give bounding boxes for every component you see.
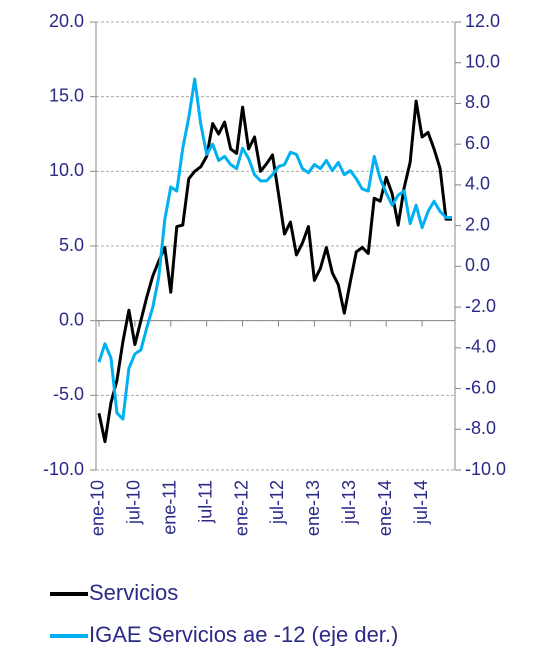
x-tick-label: ene-12 [231,480,251,536]
x-tick-label: jul-13 [339,480,359,525]
y2-tick-label: -8.0 [465,418,496,438]
y-tick-label: 20.0 [49,11,84,31]
x-tick-label: jul-10 [124,480,144,525]
y2-tick-label: 8.0 [465,92,490,112]
x-tick-label: ene-14 [375,480,395,536]
x-tick-label: jul-12 [267,480,287,525]
x-tick-label: jul-11 [195,480,215,524]
y2-tick-label: -10.0 [465,459,506,479]
y2-tick-label: -2.0 [465,296,496,316]
y-tick-label: 0.0 [59,309,84,329]
y2-tick-label: 6.0 [465,133,490,153]
y2-tick-label: -6.0 [465,377,496,397]
y-tick-label: 5.0 [59,235,84,255]
x-tick-label: jul-14 [411,480,431,525]
y-tick-label: -5.0 [53,384,84,404]
y-tick-label: 10.0 [49,160,84,180]
y2-tick-label: 0.0 [465,255,490,275]
x-tick-label: ene-10 [88,480,108,536]
y2-tick-label: -4.0 [465,337,496,357]
series-line [97,77,453,421]
y-tick-label: 15.0 [49,85,84,105]
legend-label: Servicios [89,580,178,605]
y2-tick-label: 4.0 [465,174,490,194]
y2-tick-label: 10.0 [465,51,500,71]
legend-label: IGAE Servicios ae -12 (eje der.) [89,622,398,646]
y2-tick-label: 2.0 [465,214,490,234]
x-tick-label: ene-13 [303,480,323,536]
y-tick-label: -10.0 [43,459,84,479]
series-line [97,99,453,444]
x-tick-label: ene-11 [160,480,180,535]
y2-tick-label: 12.0 [465,11,500,31]
